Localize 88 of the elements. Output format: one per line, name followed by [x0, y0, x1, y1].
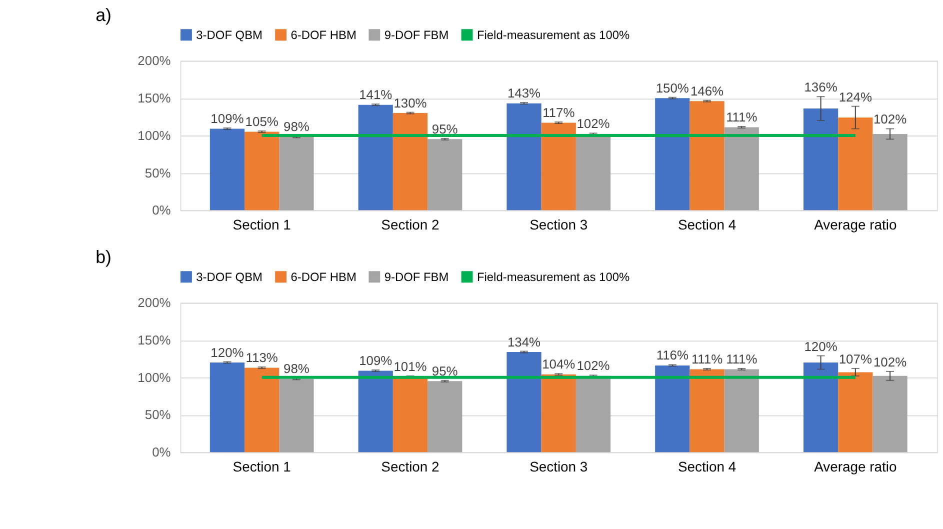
bar — [690, 369, 724, 452]
data-label: 120% — [210, 344, 244, 360]
data-label: 102% — [873, 112, 908, 127]
x-tick-label: Section 3 — [530, 216, 588, 233]
data-label: 117% — [542, 105, 576, 120]
legend-label: 3-DOF QBM — [196, 28, 262, 42]
y-tick-label: 50% — [144, 407, 172, 422]
data-label: 105% — [245, 114, 279, 129]
data-label: 109% — [359, 352, 393, 368]
bar — [872, 134, 908, 210]
legend-label: 6-DOF HBM — [290, 28, 356, 42]
bar — [655, 365, 690, 452]
bar — [210, 362, 245, 452]
data-label: 150% — [656, 80, 690, 96]
data-label: 95% — [432, 121, 458, 136]
data-label: 98% — [284, 119, 310, 134]
bar — [392, 113, 428, 210]
bar — [244, 132, 280, 210]
bar — [724, 369, 759, 452]
data-label: 111% — [691, 351, 724, 366]
x-tick-label: Section 3 — [530, 458, 588, 475]
bar — [506, 103, 542, 210]
bar — [210, 128, 245, 210]
data-label: 104% — [542, 356, 576, 372]
data-label: 111% — [726, 351, 758, 366]
y-tick-label: 50% — [144, 165, 172, 180]
y-tick-label: 150% — [138, 332, 172, 348]
bar — [506, 352, 542, 452]
bar — [428, 381, 462, 452]
x-tick-label: Section 4 — [678, 458, 736, 475]
bar — [541, 374, 576, 452]
y-tick-label: 100% — [138, 370, 172, 385]
data-label: 109% — [210, 111, 244, 126]
x-tick-label: Section 2 — [381, 458, 440, 475]
x-tick-label: Average ratio — [814, 458, 897, 475]
bar — [279, 136, 314, 210]
data-label: 95% — [432, 363, 458, 378]
x-tick-label: Section 1 — [232, 216, 292, 233]
data-label: 98% — [284, 361, 310, 376]
bar — [392, 376, 428, 452]
x-tick-label: Section 2 — [381, 216, 440, 233]
bar — [803, 108, 838, 210]
y-tick-label: 100% — [138, 128, 172, 143]
data-label: 146% — [690, 83, 724, 98]
data-label: 130% — [394, 95, 428, 110]
y-tick-label: 200% — [138, 295, 172, 310]
legend-label: Field-measurement as 100% — [476, 28, 630, 42]
data-label: 120% — [804, 338, 838, 354]
legend-label: 9-DOF FBM — [384, 270, 449, 284]
data-label: 113% — [246, 350, 278, 365]
legend-label: 6-DOF HBM — [290, 270, 356, 284]
y-tick-label: 150% — [138, 90, 172, 106]
x-tick-label: Section 4 — [678, 216, 736, 233]
legend-label: 3-DOF QBM — [196, 270, 262, 284]
bar — [655, 98, 690, 210]
data-label: 101% — [394, 358, 428, 374]
bar — [838, 372, 873, 452]
y-tick-label: 0% — [152, 202, 172, 218]
bar — [803, 362, 838, 452]
data-label: 102% — [576, 116, 610, 132]
bar — [541, 122, 576, 210]
bar — [872, 376, 908, 452]
chart-title: a) — [96, 4, 112, 25]
legend-label: Field-measurement as 100% — [476, 270, 630, 284]
bar — [279, 378, 314, 452]
data-label: 134% — [507, 334, 542, 350]
bar — [838, 118, 873, 210]
bar — [358, 370, 393, 452]
y-tick-label: 200% — [138, 53, 172, 68]
data-label: 111% — [726, 110, 758, 125]
x-tick-label: Section 1 — [232, 458, 292, 475]
bar — [244, 368, 280, 452]
bar — [428, 139, 462, 210]
data-label: 102% — [576, 358, 610, 374]
bar — [724, 127, 759, 210]
data-label: 116% — [656, 348, 689, 363]
bar — [690, 101, 724, 210]
legend-label: 9-DOF FBM — [384, 28, 449, 42]
y-tick-label: 0% — [152, 444, 172, 460]
data-label: 102% — [873, 354, 908, 370]
chart-title: b) — [96, 246, 112, 267]
data-label: 124% — [838, 89, 872, 104]
data-label: 136% — [804, 80, 838, 95]
data-label: 141% — [359, 87, 393, 102]
data-label: 143% — [507, 86, 542, 101]
x-tick-label: Average ratio — [814, 216, 897, 233]
bar — [358, 104, 393, 210]
data-label: 107% — [838, 351, 872, 366]
